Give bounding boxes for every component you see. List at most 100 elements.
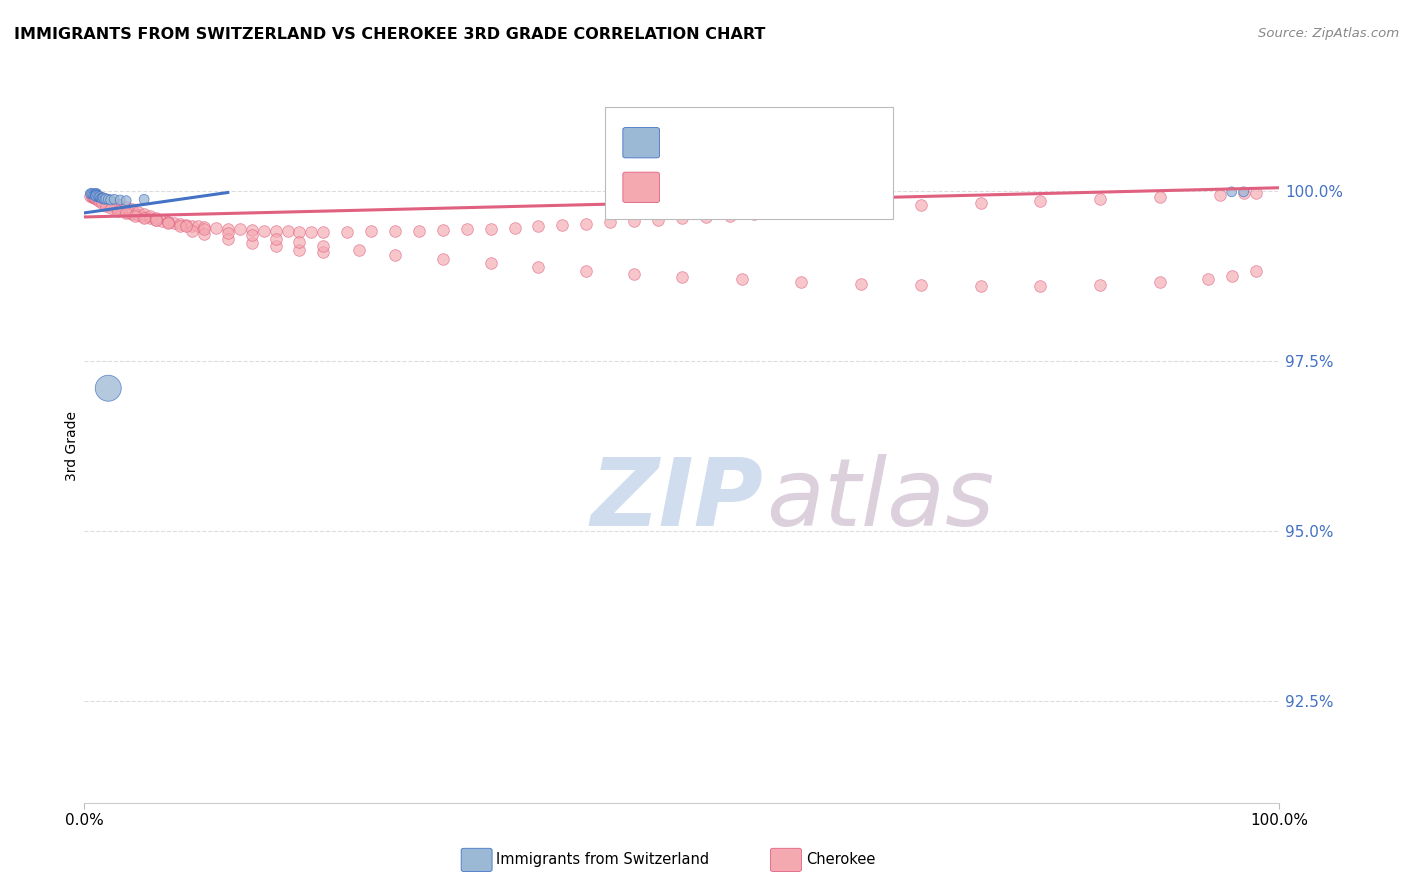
Point <box>86 189 108 203</box>
Point <box>79 186 101 201</box>
Point <box>187 219 209 234</box>
Point <box>432 252 454 266</box>
Point <box>91 194 114 209</box>
Point <box>86 187 108 202</box>
Point <box>150 214 173 228</box>
Point <box>169 219 191 234</box>
Point <box>87 194 110 208</box>
Point <box>181 219 204 233</box>
Point <box>86 189 108 203</box>
Point <box>121 206 143 220</box>
Point <box>671 269 693 284</box>
Point <box>145 213 167 227</box>
Point <box>264 224 287 238</box>
Point <box>101 198 124 212</box>
Text: Immigrants from Switzerland: Immigrants from Switzerland <box>496 853 710 867</box>
Point <box>910 277 932 292</box>
Point <box>86 192 108 206</box>
Point <box>408 223 430 237</box>
Point <box>86 189 108 203</box>
Point <box>139 209 162 223</box>
Point <box>432 223 454 237</box>
Point <box>312 225 335 239</box>
Point <box>169 217 191 231</box>
Point <box>790 275 813 289</box>
Point <box>86 192 108 206</box>
Point <box>264 232 287 246</box>
Point <box>731 272 754 286</box>
Point <box>575 263 598 277</box>
Point <box>1244 186 1267 200</box>
Point <box>145 212 167 227</box>
Point <box>86 189 108 203</box>
Point <box>695 210 717 224</box>
Point <box>479 256 502 270</box>
Point <box>766 206 789 220</box>
Point <box>1149 189 1171 203</box>
Point <box>1090 277 1112 292</box>
Point <box>277 224 299 238</box>
Point <box>205 220 228 235</box>
Point <box>118 206 141 220</box>
Point <box>132 206 156 220</box>
Point <box>163 216 186 230</box>
Point <box>1220 185 1243 199</box>
Point <box>157 216 180 230</box>
Point <box>181 223 204 237</box>
Point <box>89 193 111 207</box>
Point <box>83 190 105 204</box>
Point <box>93 192 115 206</box>
Point <box>718 209 741 223</box>
Point <box>115 200 138 214</box>
Point <box>82 190 104 204</box>
Point <box>100 193 122 207</box>
Point <box>112 203 135 218</box>
Point <box>86 188 108 202</box>
Text: Source: ZipAtlas.com: Source: ZipAtlas.com <box>1258 27 1399 40</box>
Point <box>384 248 406 262</box>
Point <box>174 218 197 232</box>
Point <box>1029 194 1052 208</box>
Point <box>91 191 114 205</box>
Point <box>288 243 311 257</box>
Point <box>742 207 765 221</box>
Point <box>91 192 114 206</box>
Point <box>623 267 645 281</box>
Point <box>479 221 502 235</box>
Point <box>671 211 693 226</box>
Point <box>1233 185 1256 199</box>
Point <box>80 189 103 203</box>
Point <box>94 199 117 213</box>
Point <box>1149 275 1171 289</box>
Point <box>527 219 550 234</box>
Point <box>336 225 359 239</box>
Point <box>86 186 108 201</box>
Point <box>623 214 645 228</box>
Point <box>97 193 120 207</box>
Point <box>84 190 107 204</box>
Point <box>217 226 239 240</box>
Point <box>288 225 311 239</box>
Point <box>174 219 197 234</box>
Point <box>851 201 873 215</box>
Text: Cherokee: Cherokee <box>806 853 875 867</box>
Point <box>145 211 167 226</box>
Point <box>240 223 263 237</box>
Point <box>647 212 669 227</box>
Point <box>96 196 118 211</box>
Point <box>217 232 239 246</box>
Point <box>240 228 263 243</box>
Point <box>1090 192 1112 206</box>
Point <box>1244 264 1267 278</box>
Point <box>790 204 813 219</box>
Point <box>90 191 112 205</box>
Point <box>91 191 114 205</box>
Point <box>1233 186 1256 201</box>
Point <box>110 198 132 212</box>
Point <box>97 197 120 211</box>
Point <box>84 191 107 205</box>
Point <box>157 215 180 229</box>
Point <box>132 211 156 225</box>
Point <box>93 191 115 205</box>
Text: ZIP: ZIP <box>591 453 763 546</box>
